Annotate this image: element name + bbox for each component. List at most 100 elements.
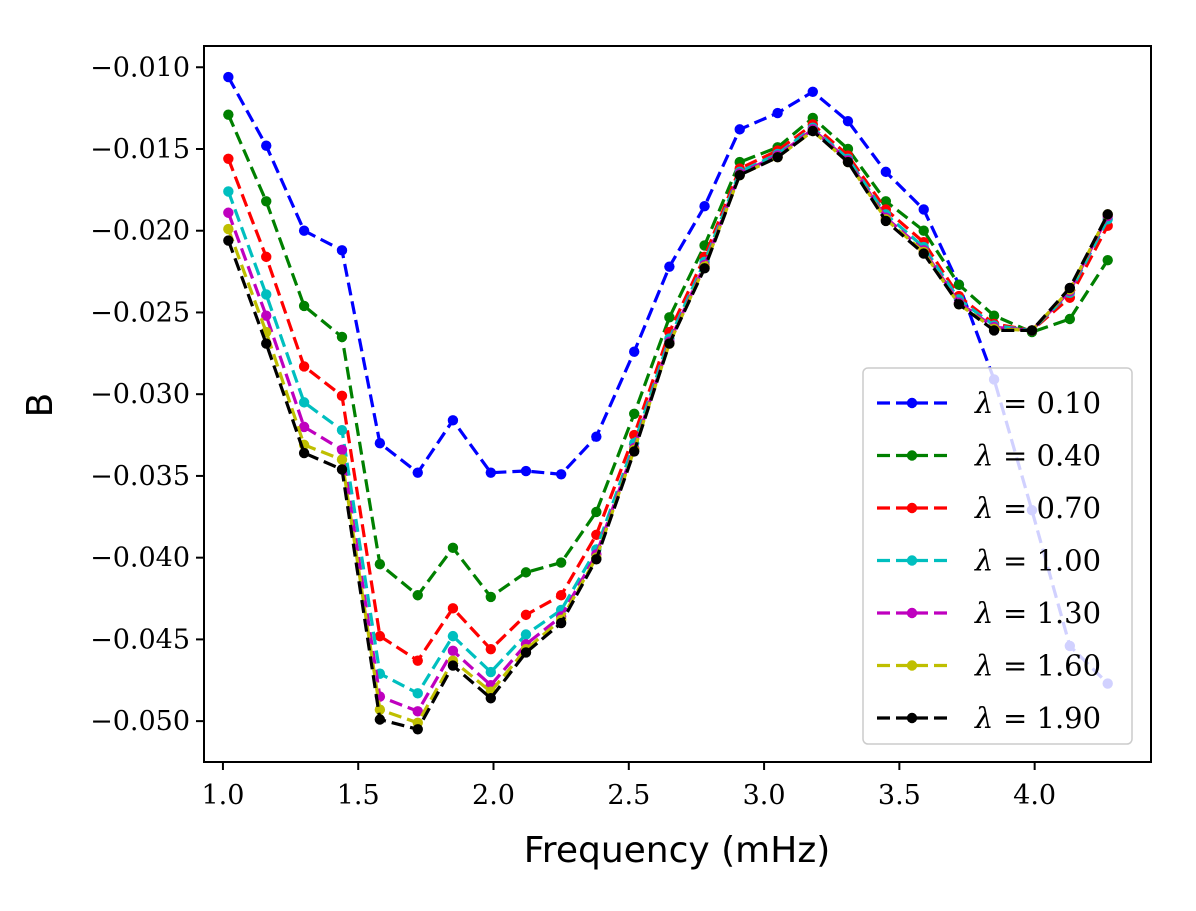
data-point (336, 245, 348, 256)
x-tick-label: 3.0 (743, 780, 786, 811)
data-point (447, 603, 459, 614)
legend-value: = 1.90 (1003, 701, 1101, 735)
data-point (953, 279, 965, 290)
data-point (336, 331, 348, 343)
y-tick-label: −0.020 (90, 216, 190, 247)
data-point (336, 454, 348, 465)
data-point (261, 196, 272, 207)
data-point (412, 467, 423, 478)
y-tick-label: −0.025 (90, 297, 190, 328)
data-point (520, 567, 532, 578)
data-point (298, 361, 310, 372)
data-point (412, 724, 423, 735)
y-tick-label: −0.030 (90, 379, 190, 410)
data-point (1026, 325, 1038, 336)
x-tick-label: 2.0 (472, 780, 515, 811)
data-point (1102, 254, 1113, 266)
data-point (223, 71, 234, 83)
data-point (261, 338, 272, 349)
x-axis-label: Frequency (mHz) (524, 830, 831, 871)
legend-entry: λ = 0.10 (877, 386, 1101, 420)
data-point (447, 542, 459, 554)
data-point (772, 107, 783, 119)
data-point (485, 467, 497, 478)
legend-lambda-symbol: λ (974, 701, 993, 735)
data-point (412, 655, 423, 666)
data-point (555, 557, 567, 568)
data-point (261, 251, 272, 263)
data-point (988, 310, 1000, 321)
data-point (520, 465, 532, 477)
legend-value: = 0.10 (1003, 386, 1101, 420)
legend-lambda-symbol: λ (974, 491, 993, 525)
data-point (223, 235, 234, 246)
legend-lambda-symbol: λ (974, 386, 993, 420)
data-point (298, 447, 310, 459)
data-point (412, 688, 423, 699)
data-point (261, 140, 272, 151)
data-point (772, 151, 783, 163)
data-point (223, 109, 234, 120)
x-tick-label: 3.5 (878, 780, 921, 811)
data-point (485, 591, 497, 603)
data-point (374, 714, 386, 725)
y-tick-label: −0.015 (90, 134, 190, 165)
data-point (520, 647, 532, 658)
data-point (591, 554, 602, 565)
data-point (664, 338, 675, 349)
data-point (485, 693, 497, 704)
data-point (629, 408, 640, 420)
axes-frame (203, 45, 1152, 763)
data-point (336, 464, 348, 475)
series-6 (223, 125, 1113, 735)
data-point (223, 186, 234, 197)
data-point (520, 629, 532, 640)
data-point (807, 125, 818, 137)
data-point (447, 660, 459, 671)
legend-entry: λ = 0.40 (877, 439, 1101, 473)
legend-entry: λ = 1.60 (877, 649, 1101, 683)
data-point (555, 469, 567, 480)
data-point (223, 207, 234, 218)
y-tick-label: −0.035 (90, 461, 190, 492)
x-tick-label: 2.5 (607, 780, 650, 811)
data-point (807, 86, 818, 97)
y-tick-label: −0.050 (90, 706, 190, 737)
data-point (664, 312, 675, 323)
legend-marker (906, 712, 918, 724)
data-point (699, 201, 710, 212)
legend-entry: λ = 1.90 (877, 701, 1101, 735)
data-point (918, 248, 929, 259)
legend-lambda-symbol: λ (974, 649, 993, 683)
data-point (412, 706, 423, 717)
data-point (261, 310, 272, 321)
y-tick-label: −0.010 (90, 52, 190, 83)
data-point (880, 196, 892, 207)
data-point (591, 506, 602, 518)
data-point (555, 617, 567, 629)
legend-value: = 1.30 (1003, 596, 1101, 630)
x-tick-label: 1.5 (337, 780, 380, 811)
legend: λ = 0.10 λ = 0.40 λ = 0.70 λ = 1.00 λ = 1.30 λ = 1.… (862, 367, 1133, 745)
y-axis-label: B (20, 393, 61, 418)
legend-marker (906, 607, 918, 619)
data-point (842, 115, 854, 127)
legend-lambda-symbol: λ (974, 544, 993, 578)
data-point (485, 644, 497, 655)
data-point (374, 438, 386, 449)
data-point (447, 415, 459, 426)
legend-marker (906, 397, 918, 409)
data-point (374, 630, 386, 642)
plot-area (223, 71, 1113, 735)
data-point (629, 446, 640, 457)
y-tick-label: −0.040 (90, 543, 190, 574)
data-point (734, 169, 745, 181)
legend-marker (906, 555, 918, 566)
data-point (629, 346, 640, 357)
y-axis: −0.010 −0.015 −0.020 −0.025 −0.030 −0.035 −0.0… (90, 52, 204, 737)
data-point (664, 261, 675, 272)
x-tick-label: 4.0 (1013, 780, 1056, 811)
data-point (591, 431, 602, 442)
legend-value: = 1.00 (1003, 544, 1101, 578)
data-point (298, 397, 310, 408)
